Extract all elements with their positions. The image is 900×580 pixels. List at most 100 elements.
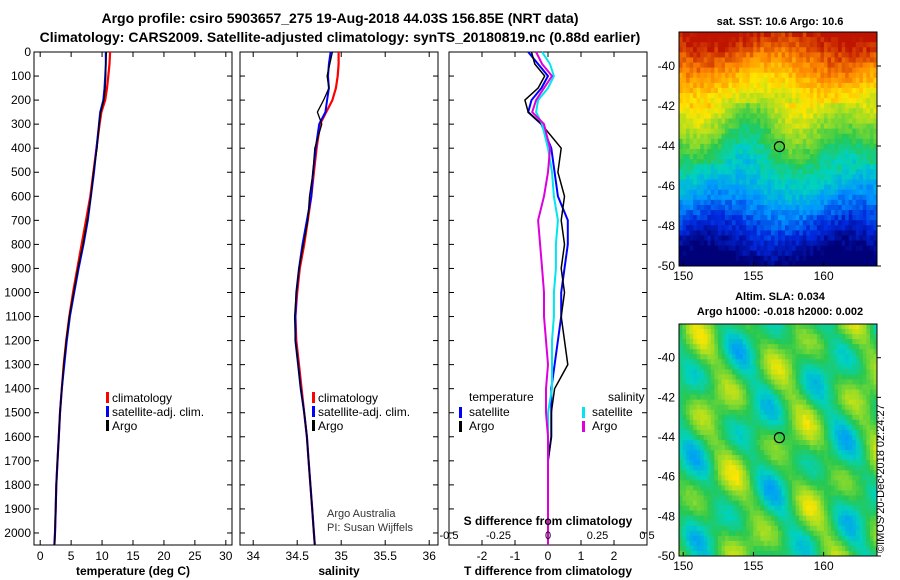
map-cell (686, 495, 691, 501)
map-cell (788, 440, 793, 446)
map-cell (834, 143, 839, 150)
map-cell (845, 429, 850, 436)
map-cell (760, 434, 765, 441)
map-cell (693, 515, 698, 522)
map-cell (855, 389, 860, 396)
map-cell (739, 424, 744, 431)
map-cell (852, 374, 857, 380)
map-cell (781, 225, 786, 231)
map-cell (686, 324, 691, 330)
map-cell (774, 72, 779, 79)
map-cell (767, 369, 772, 375)
map-cell (859, 138, 864, 145)
map-cell (806, 98, 811, 104)
map-cell (785, 255, 790, 262)
map-cell (823, 485, 828, 491)
map-cell (827, 485, 832, 491)
map-cell (859, 424, 864, 431)
map-cell (823, 37, 828, 43)
map-cell (792, 344, 797, 350)
map-cell (820, 230, 825, 236)
map-cell (778, 118, 782, 124)
map-cell (785, 42, 790, 48)
map-cell (799, 87, 804, 94)
map-cell (721, 154, 726, 160)
map-cell (778, 389, 782, 396)
map-cell (770, 113, 775, 119)
map-cell (767, 52, 772, 58)
map-cell (852, 118, 857, 124)
map-cell (714, 240, 719, 247)
map-cell (834, 174, 839, 180)
map-cell (785, 495, 790, 501)
map-cell (686, 194, 691, 201)
map-cell (841, 419, 846, 426)
y-tick-label: 1200 (4, 334, 31, 348)
map-cell (806, 440, 811, 446)
map-cell (703, 179, 708, 186)
map-cell (831, 118, 835, 124)
map-cell (859, 72, 864, 79)
map-cell (721, 133, 726, 140)
map-cell (799, 52, 804, 58)
map-cell (735, 62, 740, 69)
legend-swatch (312, 392, 315, 403)
map-cell (739, 230, 744, 236)
map-cell (735, 128, 740, 135)
map-cell (862, 32, 867, 38)
map-cell (693, 123, 698, 130)
map-cell (703, 235, 708, 241)
map-cell (802, 255, 807, 262)
map-cell (753, 52, 758, 58)
map-cell (763, 103, 768, 109)
map-cell (778, 490, 782, 496)
map-cell (795, 164, 800, 170)
map-cell (693, 324, 698, 330)
map-cell (785, 409, 790, 416)
map-cell (739, 485, 744, 491)
map-cell (728, 480, 733, 486)
map-cell (873, 108, 878, 114)
map-cell (845, 409, 850, 416)
map-cell (770, 123, 775, 130)
map-cell (792, 359, 797, 365)
map-cell (703, 475, 708, 481)
map-cell (823, 113, 828, 119)
map-cell (770, 364, 775, 370)
map-cell (739, 450, 744, 456)
map-cell (707, 359, 712, 365)
map-cell (834, 465, 839, 471)
map-cell (689, 108, 694, 114)
map-cell (749, 419, 754, 426)
map-cell (788, 204, 793, 211)
map-cell (746, 123, 751, 130)
map-cell (866, 179, 871, 186)
map-cell (739, 334, 744, 340)
map-cell (682, 204, 687, 211)
map-cell (696, 324, 701, 330)
map-cell (785, 465, 790, 471)
map-cell (820, 103, 825, 109)
map-cell (823, 199, 828, 206)
map-cell (831, 128, 835, 135)
map-cell (679, 434, 683, 441)
map-cell (742, 215, 747, 221)
map-cell (689, 394, 694, 401)
map-cell (728, 460, 733, 466)
map-cell (823, 189, 828, 196)
map-cell (813, 62, 818, 69)
map-cell (823, 324, 828, 330)
map-cell (866, 199, 871, 206)
map-cell (848, 194, 853, 201)
map-cell (679, 138, 683, 145)
map-cell (732, 409, 736, 416)
map-cell (707, 108, 712, 114)
map-cell (767, 194, 772, 201)
map-cell (714, 164, 719, 170)
map-cell (848, 93, 853, 99)
map-cell (714, 199, 719, 206)
map-cell (693, 349, 698, 355)
map-cell (724, 470, 729, 476)
map-cell (862, 384, 867, 390)
map-cell (742, 123, 747, 130)
